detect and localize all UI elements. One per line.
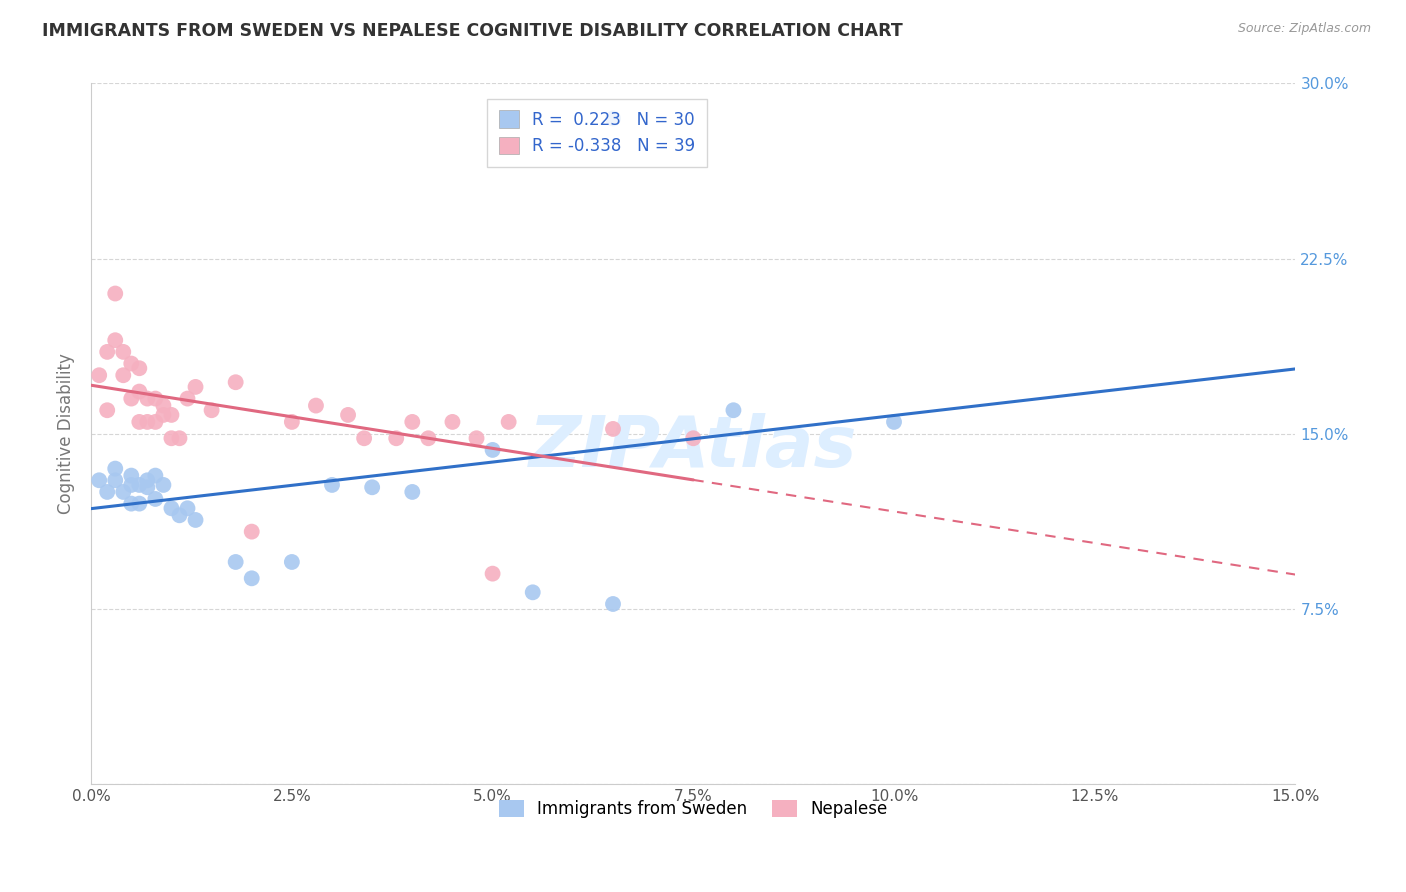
Point [169, 431, 191, 445]
Point [723, 403, 745, 417]
Point [418, 431, 440, 445]
Point [498, 415, 520, 429]
Point [112, 485, 135, 500]
Point [160, 431, 183, 445]
Point [602, 597, 624, 611]
Point [176, 392, 198, 406]
Point [96, 485, 118, 500]
Point [160, 408, 183, 422]
Point [152, 478, 174, 492]
Point [104, 286, 127, 301]
Y-axis label: Cognitive Disability: Cognitive Disability [58, 353, 75, 514]
Point [145, 468, 167, 483]
Text: IMMIGRANTS FROM SWEDEN VS NEPALESE COGNITIVE DISABILITY CORRELATION CHART: IMMIGRANTS FROM SWEDEN VS NEPALESE COGNI… [42, 22, 903, 40]
Point [152, 408, 174, 422]
Point [136, 480, 159, 494]
Point [136, 392, 159, 406]
Point [104, 461, 127, 475]
Point [136, 415, 159, 429]
Point [481, 566, 503, 581]
Point [89, 368, 111, 383]
Point [522, 585, 544, 599]
Point [337, 408, 360, 422]
Point [240, 524, 263, 539]
Point [883, 415, 905, 429]
Point [184, 380, 207, 394]
Point [481, 442, 503, 457]
Point [200, 403, 222, 417]
Text: ZIPAtlas: ZIPAtlas [529, 413, 858, 482]
Point [441, 415, 464, 429]
Point [281, 415, 304, 429]
Point [112, 344, 135, 359]
Point [401, 485, 423, 500]
Point [682, 431, 704, 445]
Point [145, 415, 167, 429]
Point [120, 478, 142, 492]
Point [321, 478, 343, 492]
Point [305, 399, 328, 413]
Point [112, 368, 135, 383]
Point [96, 344, 118, 359]
Point [176, 501, 198, 516]
Point [96, 403, 118, 417]
Point [225, 376, 247, 390]
Point [128, 361, 150, 376]
Text: Source: ZipAtlas.com: Source: ZipAtlas.com [1237, 22, 1371, 36]
Point [128, 415, 150, 429]
Point [89, 473, 111, 487]
Point [184, 513, 207, 527]
Point [225, 555, 247, 569]
Legend: Immigrants from Sweden, Nepalese: Immigrants from Sweden, Nepalese [492, 793, 894, 824]
Point [120, 392, 142, 406]
Point [128, 478, 150, 492]
Point [361, 480, 384, 494]
Point [145, 491, 167, 506]
Point [602, 422, 624, 436]
Point [385, 431, 408, 445]
Point [169, 508, 191, 523]
Point [602, 112, 624, 126]
Point [160, 501, 183, 516]
Point [152, 399, 174, 413]
Point [465, 431, 488, 445]
Point [120, 357, 142, 371]
Point [128, 384, 150, 399]
Point [145, 392, 167, 406]
Point [353, 431, 375, 445]
Point [401, 415, 423, 429]
Point [128, 497, 150, 511]
Point [104, 473, 127, 487]
Point [240, 571, 263, 585]
Point [104, 333, 127, 347]
Point [120, 497, 142, 511]
Point [136, 473, 159, 487]
Point [120, 468, 142, 483]
Point [281, 555, 304, 569]
